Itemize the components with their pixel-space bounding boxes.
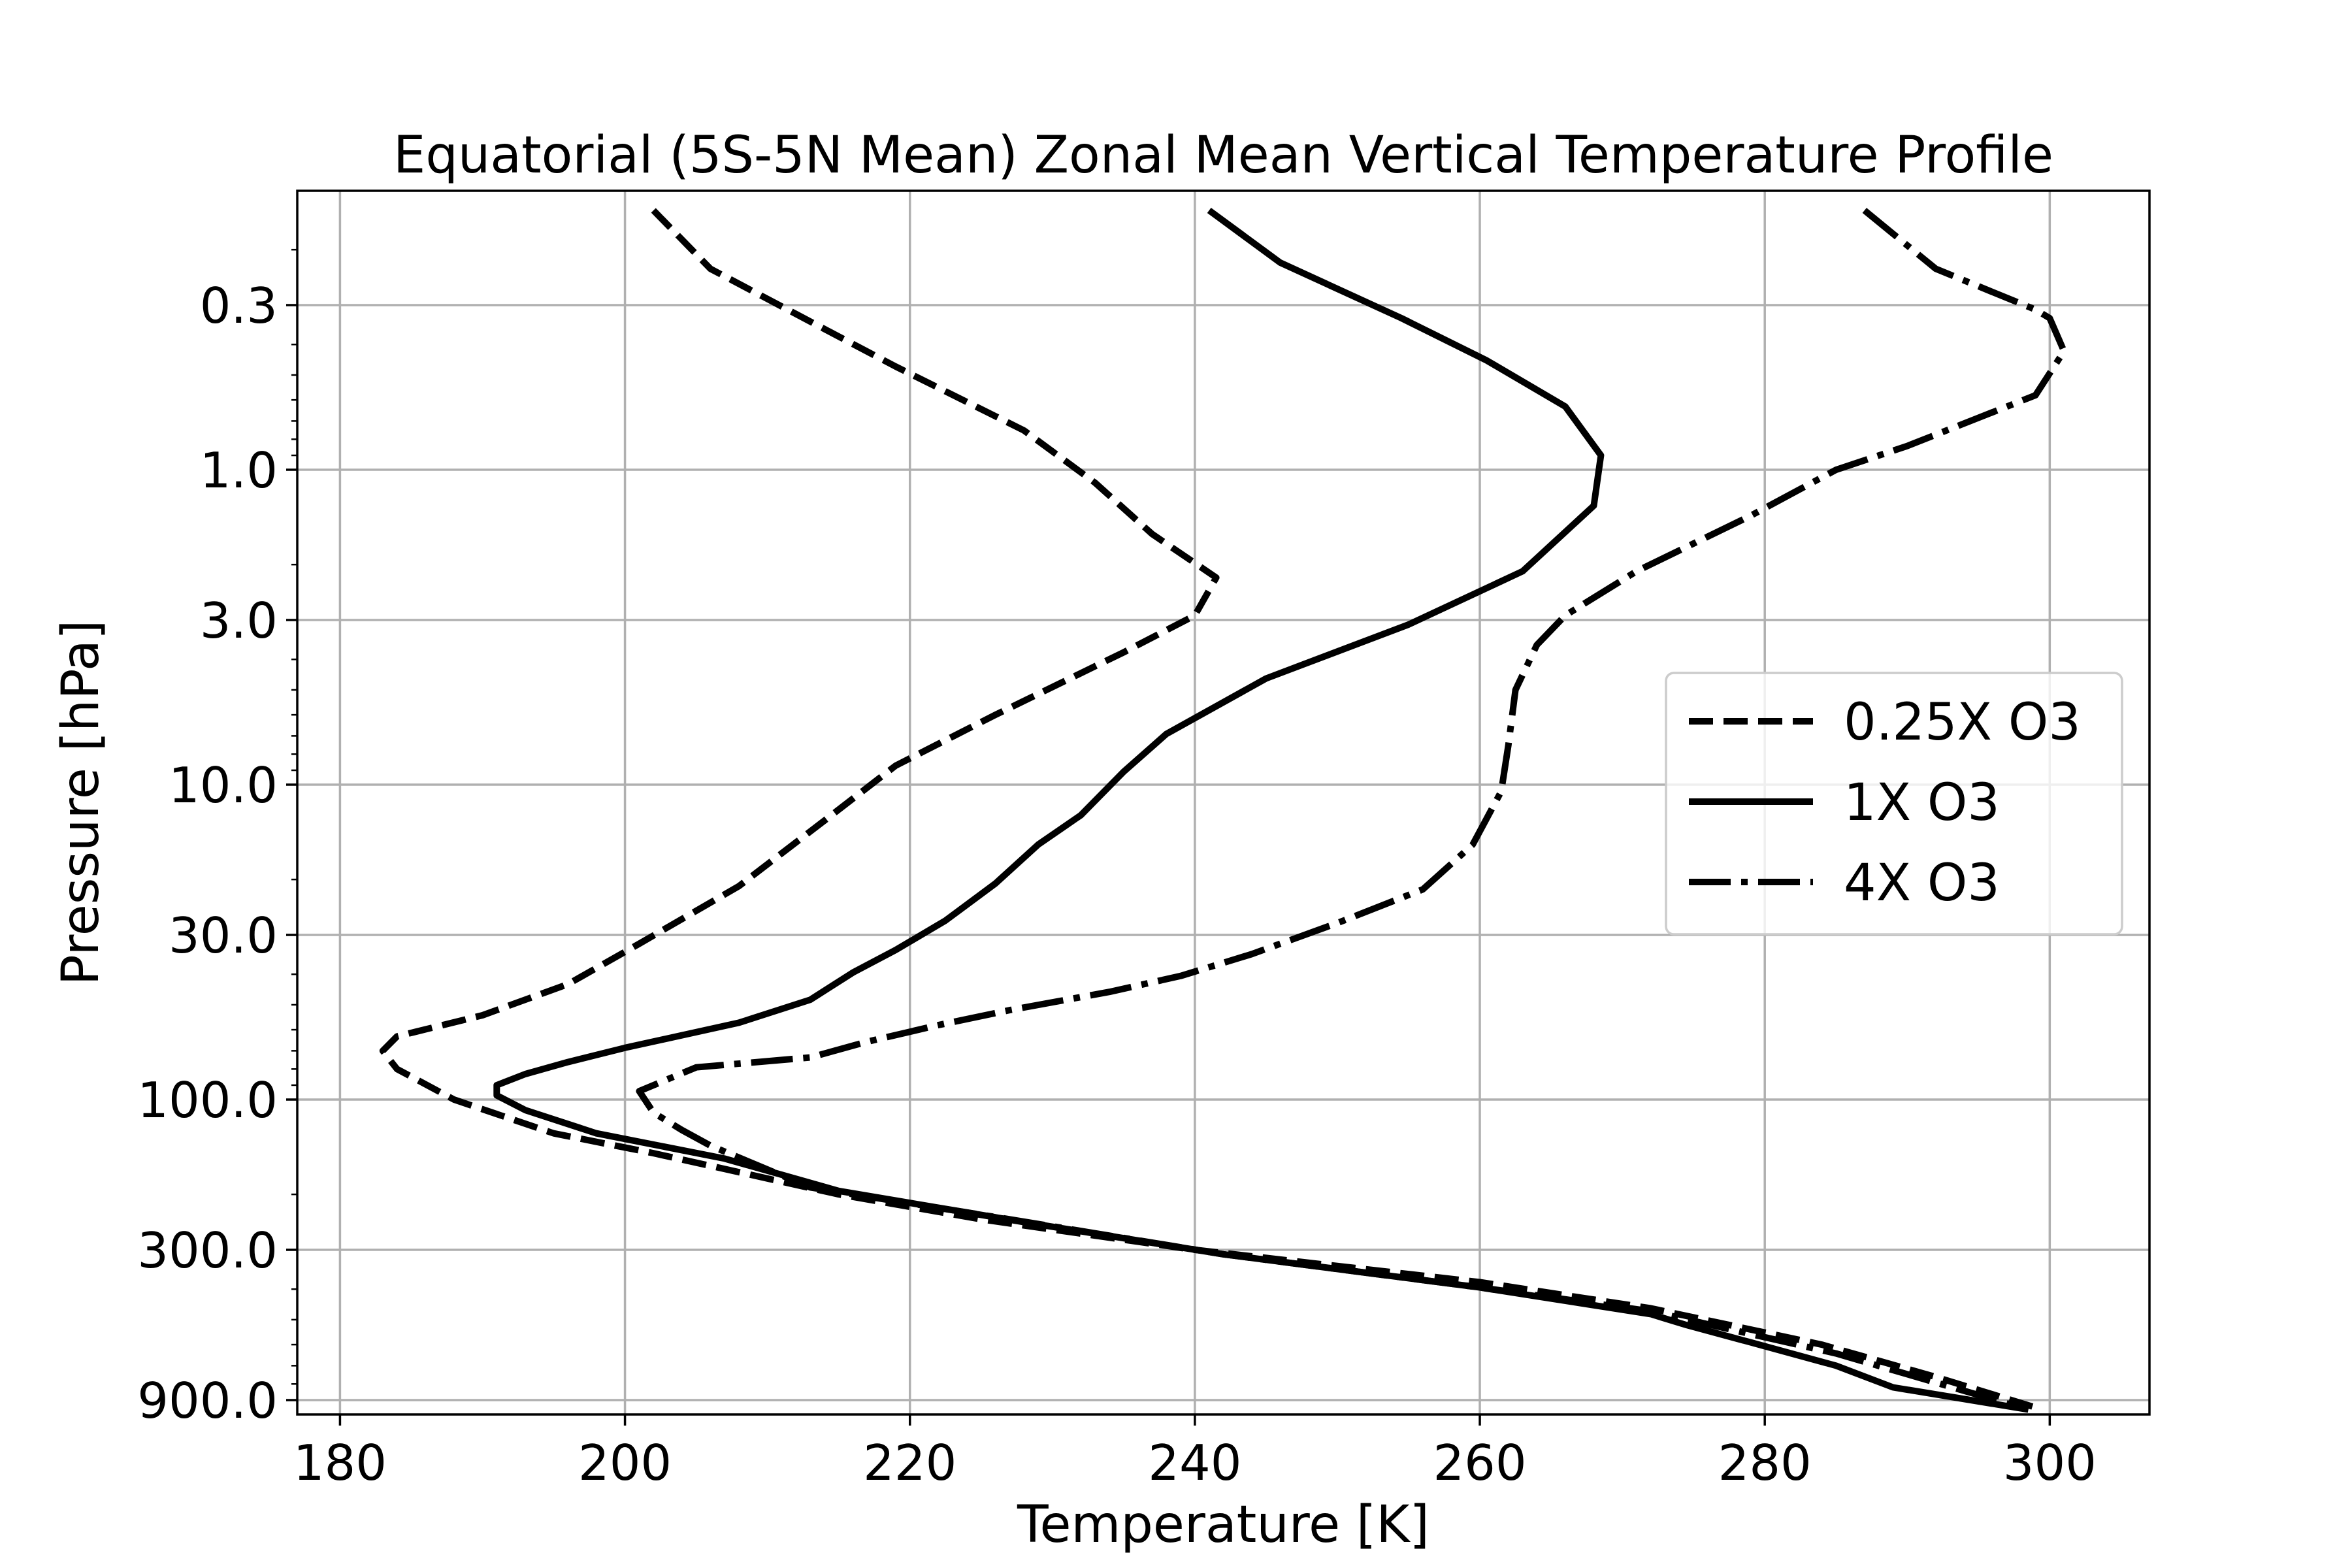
legend-label: 0.25X O3: [1844, 693, 2081, 752]
y-tick-label: 0.3: [200, 277, 278, 335]
x-axis-label: Temperature [K]: [1017, 1495, 1429, 1554]
x-tick-label: 180: [293, 1434, 387, 1492]
y-tick-label: 300.0: [137, 1222, 278, 1279]
x-tick-label: 260: [1433, 1434, 1526, 1492]
legend-box: [1665, 672, 2123, 936]
series-line-dashdot: [636, 208, 2068, 1413]
x-tick-label: 200: [578, 1434, 672, 1492]
x-tick-label: 220: [863, 1434, 956, 1492]
legend-label: 1X O3: [1844, 774, 2000, 832]
x-tick-label: 280: [1718, 1434, 1812, 1492]
plot-frame: [296, 189, 2151, 1416]
y-tick-label: 900.0: [137, 1372, 278, 1429]
series-lines: [379, 207, 2068, 1413]
x-tick-label: 300: [2003, 1434, 2097, 1492]
axis-ticks: 180 200 220 240 260 280 300 0.3 1.0 3.0 10.0 30.0 10…: [137, 248, 2097, 1492]
y-tick-label: 1.0: [200, 442, 278, 499]
y-tick-label: 100.0: [137, 1071, 278, 1129]
y-axis-label: Pressure [hPa]: [52, 620, 110, 985]
x-tick-label: 240: [1148, 1434, 1241, 1492]
legend: 0.25X O3 1X O3 4X O3: [1665, 672, 2123, 936]
legend-label: 4X O3: [1844, 854, 2000, 913]
series-line-dashed: [379, 208, 2036, 1411]
y-tick-label: 30.0: [169, 907, 278, 964]
y-tick-label: 3.0: [200, 592, 278, 649]
y-tick-label: 10.0: [169, 757, 278, 814]
chart-title: Equatorial (5S-5N Mean) Zonal Mean Verti…: [393, 126, 2053, 185]
